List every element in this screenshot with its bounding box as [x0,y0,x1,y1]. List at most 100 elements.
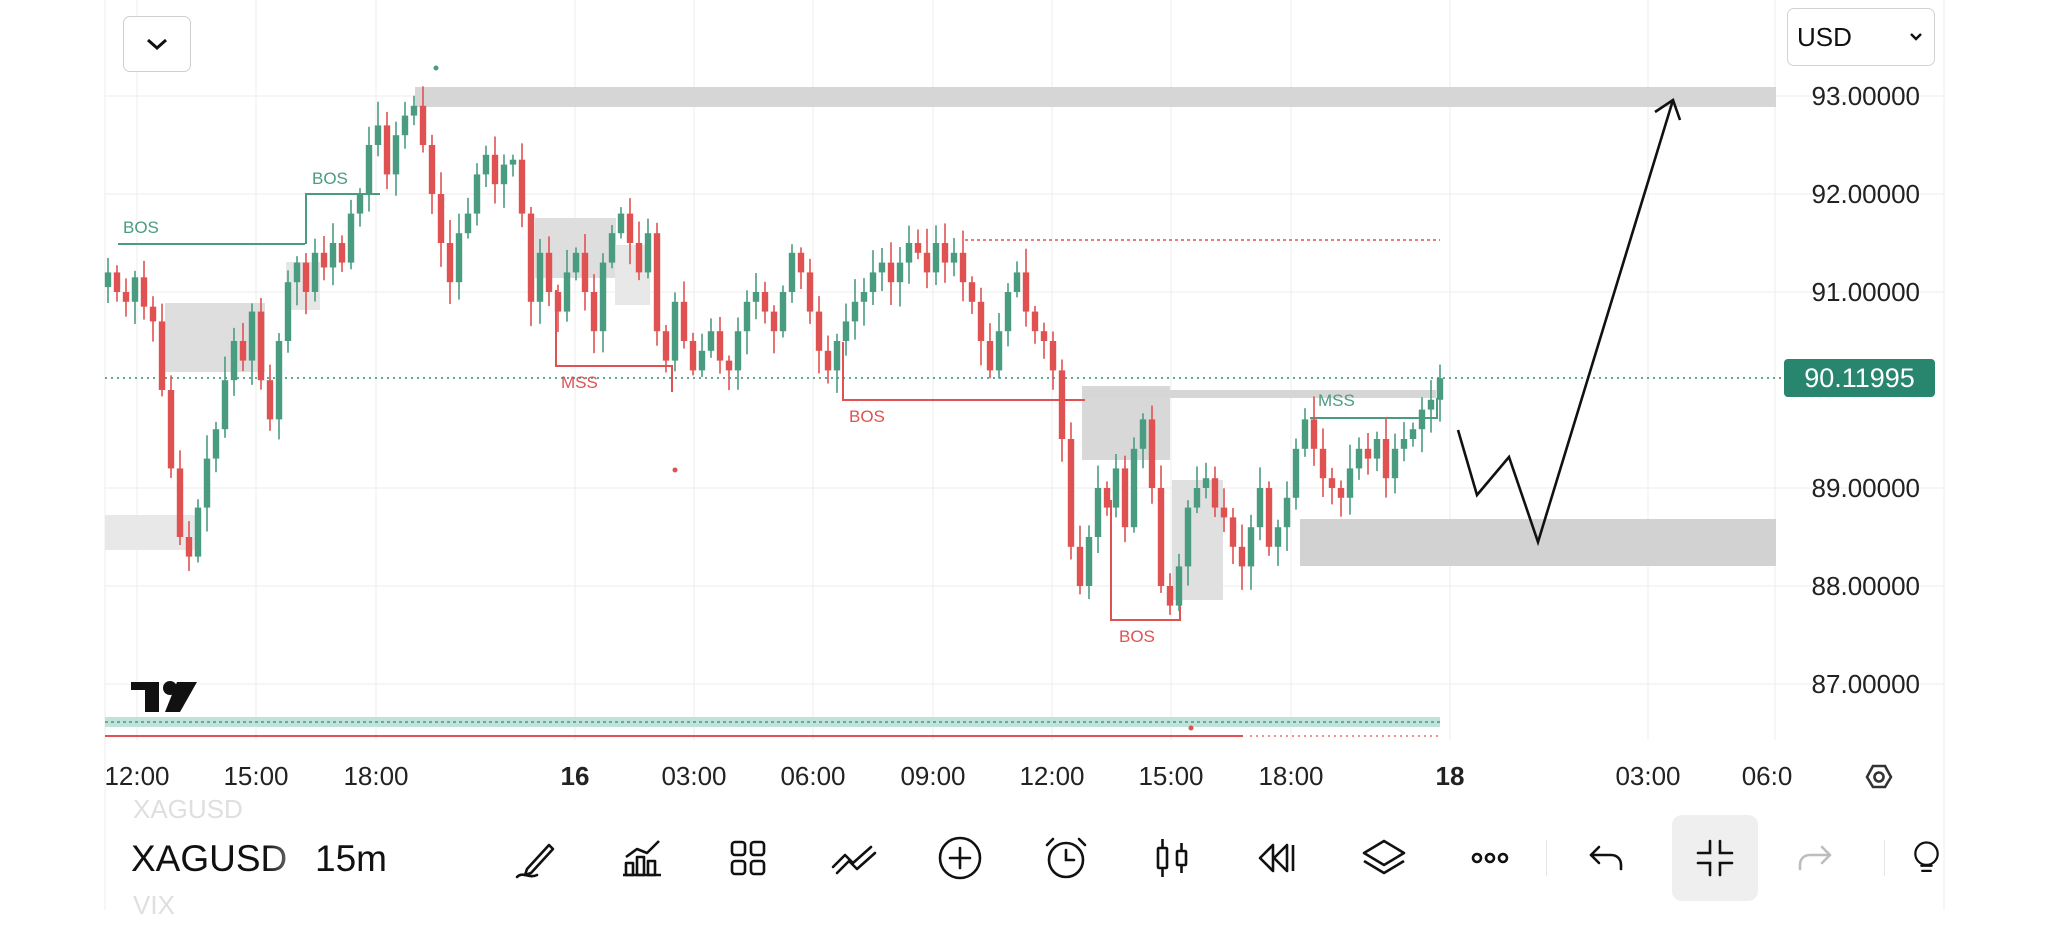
candles [104,86,1444,615]
candle-body [302,262,310,292]
candle-body [185,537,193,557]
candle-body [257,311,265,381]
zones [105,87,1776,737]
candle-body [1265,488,1273,547]
candle-body [806,272,814,312]
candle-body [869,272,877,292]
toolbar-separator [1884,840,1885,876]
candle-body [617,213,625,234]
candle-body [788,252,796,292]
candle-body [851,301,859,322]
x-tick-label: 06:0 [1742,761,1793,791]
more-icon [1471,852,1509,864]
candle-body [959,252,967,283]
candle-body [932,243,940,273]
more-button[interactable] [1456,824,1524,892]
candle-body [1391,448,1399,479]
candle-body [455,233,463,283]
collapse-icon [1696,839,1734,877]
candle-body [1355,448,1363,469]
settings-icon[interactable] [1865,764,1893,789]
exit-fullscreen-button[interactable] [1672,815,1758,901]
candle-body [968,282,976,302]
candle-body [680,301,688,341]
candle-body [725,360,733,371]
layers-button[interactable] [1350,824,1418,892]
candle-body [752,292,760,302]
candle-body [689,341,697,371]
candle-body [536,252,544,302]
layout-button[interactable] [714,824,782,892]
candle-body [1256,488,1264,528]
alert-button[interactable] [1032,824,1100,892]
replay-button[interactable] [1244,824,1312,892]
y-tick-label: 91.00000 [1812,277,1920,307]
projection-drawing[interactable] [1456,97,1682,547]
candle-body [410,105,418,116]
candle-body [644,233,652,273]
candle-body [311,252,319,292]
indicators-button[interactable] [608,824,676,892]
candle-body [122,292,130,302]
candle-body [1031,311,1039,332]
candle-body [1283,497,1291,528]
candle-body [1409,429,1417,439]
candle-body [860,292,868,302]
candle-body [1220,507,1228,518]
projection-path[interactable] [1456,99,1675,547]
candle-body [734,331,742,371]
redo-button[interactable] [1781,824,1849,892]
compare-button[interactable] [820,824,888,892]
candle-body [635,243,643,273]
candle-body [1139,419,1147,449]
chevron-down-icon [147,38,167,51]
symbol-previous: XAGUSD [133,794,243,824]
candle-body [761,292,769,312]
candle-body [842,321,850,341]
candle-body [1238,546,1246,567]
candle-body [266,380,274,420]
collapse-button[interactable] [123,16,191,72]
candle-body [1121,468,1129,528]
structure-label: BOS [849,407,885,426]
candle-body [662,331,670,361]
candle-body [545,252,553,292]
y-tick-label: 88.00000 [1812,571,1920,601]
candle-body [1076,546,1084,586]
indicators-icon [623,840,661,877]
x-tick-label: 18:00 [343,761,408,791]
candle-body [1337,488,1345,498]
x-tick-label: 18 [1436,761,1465,791]
candle-body [896,262,904,283]
price-zone [105,515,200,550]
symbol-name[interactable]: XAGUSD [131,838,288,879]
symbol-fade [265,828,365,888]
candle-body [212,429,220,459]
candle-body [149,306,157,322]
candle-body [1202,478,1210,488]
candle-body [1175,566,1183,606]
price-zone [615,245,650,305]
idea-button[interactable] [1905,824,1948,892]
draw-button[interactable] [502,824,570,892]
x-tick-label: 15:00 [1138,761,1203,791]
candle-body [248,311,256,361]
add-button[interactable] [926,824,994,892]
chart-type-button[interactable] [1138,824,1206,892]
undo-button[interactable] [1572,824,1640,892]
rewind-icon [1258,843,1295,873]
candle-body [1103,488,1111,508]
interval-selector[interactable]: 15m [315,838,387,879]
candle-body [518,159,526,214]
candle-body [1058,370,1066,439]
candle-body [221,380,229,430]
candle-body [167,390,175,469]
candle-body [437,194,445,243]
candle-body [905,243,913,263]
candle-body [1094,488,1102,537]
currency-select[interactable]: USD [1787,8,1935,66]
structure-label: BOS [1119,627,1155,646]
candle-body [428,145,436,194]
candle-body [1400,439,1408,449]
